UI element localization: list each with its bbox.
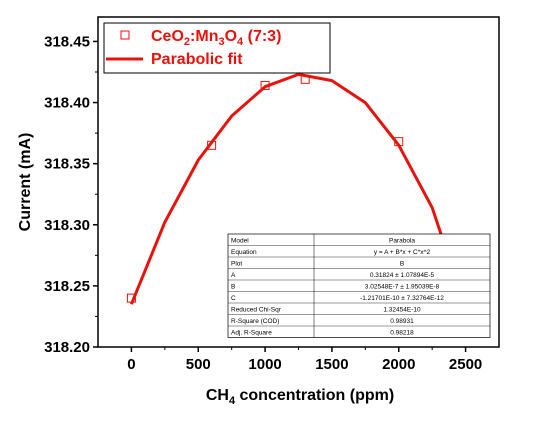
legend-entry-data-part1: CeO [151,28,184,45]
x-axis-ticks: 0 500 1000 1500 2000 2500 [127,347,482,373]
y-tick-label: 318.40 [44,95,90,112]
y-tick-label: 318.45 [44,33,90,50]
legend-entry-data-rest: (7:3) [243,28,281,45]
y-tick-label: 318.20 [44,339,90,356]
y-axis-ticks: 318.20 318.25 318.30 318.35 318.40 318.45 [44,33,98,356]
stats-table-value: 0.31824 ± 1.07894E-5 [370,272,435,279]
stats-table-key: Plot [231,260,242,267]
legend-entry-data-part3: O [225,28,237,45]
x-axis-title: CH4 concentration (ppm) [206,387,394,407]
stats-table-value: -1.21701E-10 ± 7.32764E-12 [360,295,444,302]
y-tick-label: 318.35 [44,156,90,173]
legend-entry-data-part2: :Mn [190,28,218,45]
stats-table-key: Model [231,237,249,244]
stats-table-key: C [231,295,236,302]
x-axis-title-prefix: CH [206,387,229,404]
fit-curve [130,72,468,309]
stats-table-value: 0.98218 [390,329,414,336]
data-point [394,137,404,147]
legend-entry-fit: Parabolic fit [151,51,243,68]
stats-table-value: 3.02548E-7 ± 1.95039E-8 [365,283,440,290]
y-tick-label: 318.25 [44,278,90,295]
x-tick-label: 2500 [449,356,482,373]
data-point [300,74,310,84]
stats-table-key: Equation [231,249,257,256]
x-axis-title-suffix: concentration (ppm) [235,387,394,404]
x-tick-label: 1500 [315,356,348,373]
stats-table-value: 0.98931 [390,318,414,325]
legend: CeO2:Mn3O4 (7:3) Parabolic fit [103,22,331,74]
legend-entry-data-sub1: 2 [184,36,190,48]
legend-entry-data-sub2: 3 [218,36,224,48]
fit-stats-table: Model Parabola Equation y = A + B*x + C*x^2… [227,233,491,338]
stats-table-key: R-Square (COD) [231,318,279,325]
stats-table-key: B [231,283,235,290]
stats-table-border [227,233,491,338]
x-tick-label: 1000 [248,356,281,373]
legend-entry-data-sub3: 4 [237,36,244,48]
data-point [126,293,136,303]
x-tick-label: 2000 [382,356,415,373]
data-point [260,80,270,90]
stats-table-key: Reduced Chi-Sqr [231,306,282,313]
fit-layer [130,72,468,309]
legend-marker-square [120,30,130,40]
legend-box [103,22,331,74]
stats-table-key: Adj. R-Square [231,329,272,336]
x-tick-label: 0 [127,356,135,373]
stats-table-value: y = A + B*x + C*x^2 [374,249,431,256]
y-tick-label: 318.30 [44,217,90,234]
x-axis-title-sub: 4 [229,395,236,407]
y-axis-title: Current (mA) [17,133,34,232]
stats-table-key: A [231,272,236,279]
stats-table-value: Parabola [389,237,415,244]
stats-table-value: 1.32454E-10 [383,306,421,313]
data-point [207,140,217,150]
stats-table-value: B [400,260,404,267]
legend-entry-data: CeO2:Mn3O4 (7:3) [151,28,281,48]
x-tick-label: 500 [186,356,211,373]
